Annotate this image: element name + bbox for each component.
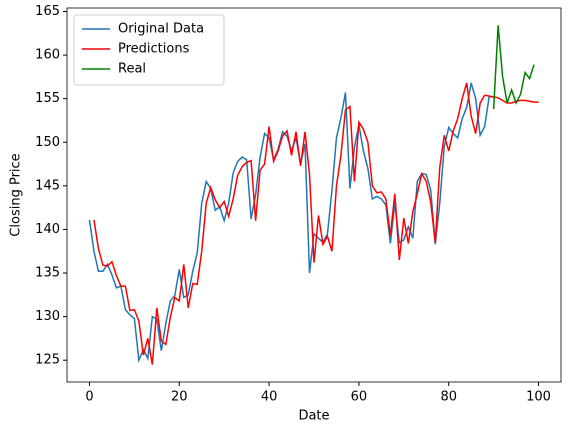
y-tick-label: 130 xyxy=(35,309,60,324)
y-tick-label: 160 xyxy=(35,48,60,63)
x-tick-label: 100 xyxy=(526,390,551,405)
x-axis-label: Date xyxy=(298,409,329,424)
x-tick-label: 40 xyxy=(261,390,278,405)
plot-frame xyxy=(66,7,562,383)
data-line xyxy=(93,82,539,365)
y-tick-label: 155 xyxy=(35,91,60,106)
data-line xyxy=(492,25,535,110)
y-tick-label: 150 xyxy=(35,135,60,150)
x-tick-label: 60 xyxy=(351,390,368,405)
legend-label: Original Data xyxy=(118,22,204,37)
x-tick-label: 80 xyxy=(440,390,457,405)
legend-label: Predictions xyxy=(118,42,190,57)
x-tick-label: 20 xyxy=(171,390,188,405)
y-tick-label: 135 xyxy=(35,266,60,281)
legend-label: Real xyxy=(118,62,146,77)
y-tick-label: 165 xyxy=(35,4,60,19)
legend-box xyxy=(73,14,225,86)
data-line xyxy=(88,82,494,364)
y-tick-label: 140 xyxy=(35,222,60,237)
y-tick-label: 145 xyxy=(35,178,60,193)
x-tick-label: 0 xyxy=(85,390,93,405)
y-tick-label: 125 xyxy=(35,353,60,368)
y-axis-label: Closing Price xyxy=(9,153,24,236)
